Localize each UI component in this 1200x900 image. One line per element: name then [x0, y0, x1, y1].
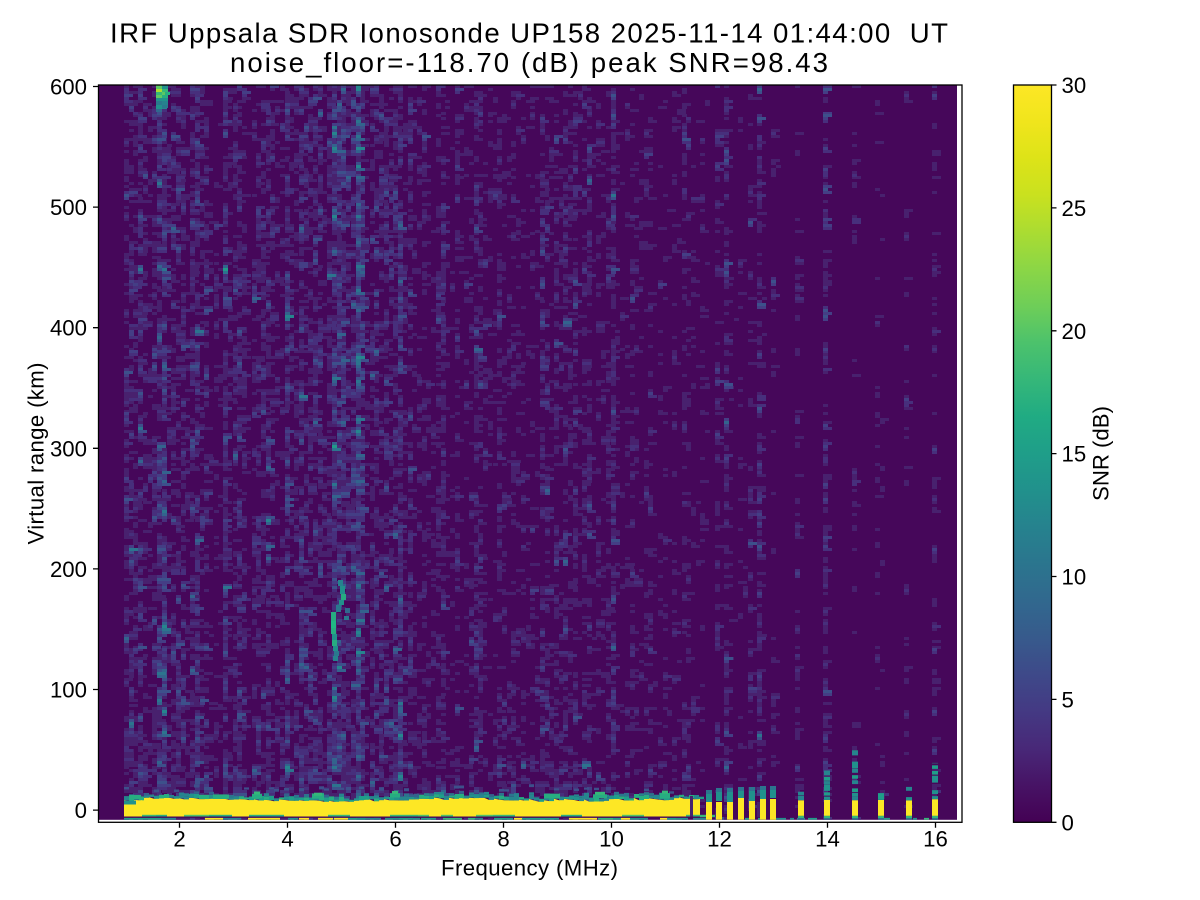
svg-text:200: 200 — [50, 557, 87, 582]
svg-text:100: 100 — [50, 678, 87, 703]
svg-text:0: 0 — [75, 798, 87, 823]
svg-text:SNR (dB): SNR (dB) — [1089, 406, 1114, 501]
svg-text:8: 8 — [497, 827, 509, 852]
svg-text:500: 500 — [50, 195, 87, 220]
svg-text:5: 5 — [1062, 687, 1074, 712]
svg-text:16: 16 — [923, 827, 948, 852]
svg-text:2: 2 — [173, 827, 185, 852]
svg-text:10: 10 — [599, 827, 624, 852]
svg-text:14: 14 — [815, 827, 840, 852]
svg-text:300: 300 — [50, 436, 87, 461]
svg-text:25: 25 — [1062, 196, 1087, 221]
svg-text:20: 20 — [1062, 319, 1087, 344]
svg-text:Virtual range (km): Virtual range (km) — [24, 363, 49, 545]
svg-text:IRF Uppsala SDR Ionosonde UP15: IRF Uppsala SDR Ionosonde UP158 2025-11-… — [110, 18, 948, 49]
svg-text:noise_floor=-118.70 (dB) peak: noise_floor=-118.70 (dB) peak SNR=98.43 — [230, 47, 828, 78]
svg-text:6: 6 — [389, 827, 401, 852]
svg-text:0: 0 — [1062, 810, 1074, 835]
svg-text:30: 30 — [1062, 73, 1087, 98]
svg-text:4: 4 — [281, 827, 293, 852]
svg-text:600: 600 — [50, 75, 87, 100]
svg-text:10: 10 — [1062, 565, 1087, 590]
svg-text:15: 15 — [1062, 442, 1087, 467]
svg-text:400: 400 — [50, 316, 87, 341]
svg-text:Frequency (MHz): Frequency (MHz) — [441, 856, 618, 881]
svg-text:12: 12 — [707, 827, 732, 852]
